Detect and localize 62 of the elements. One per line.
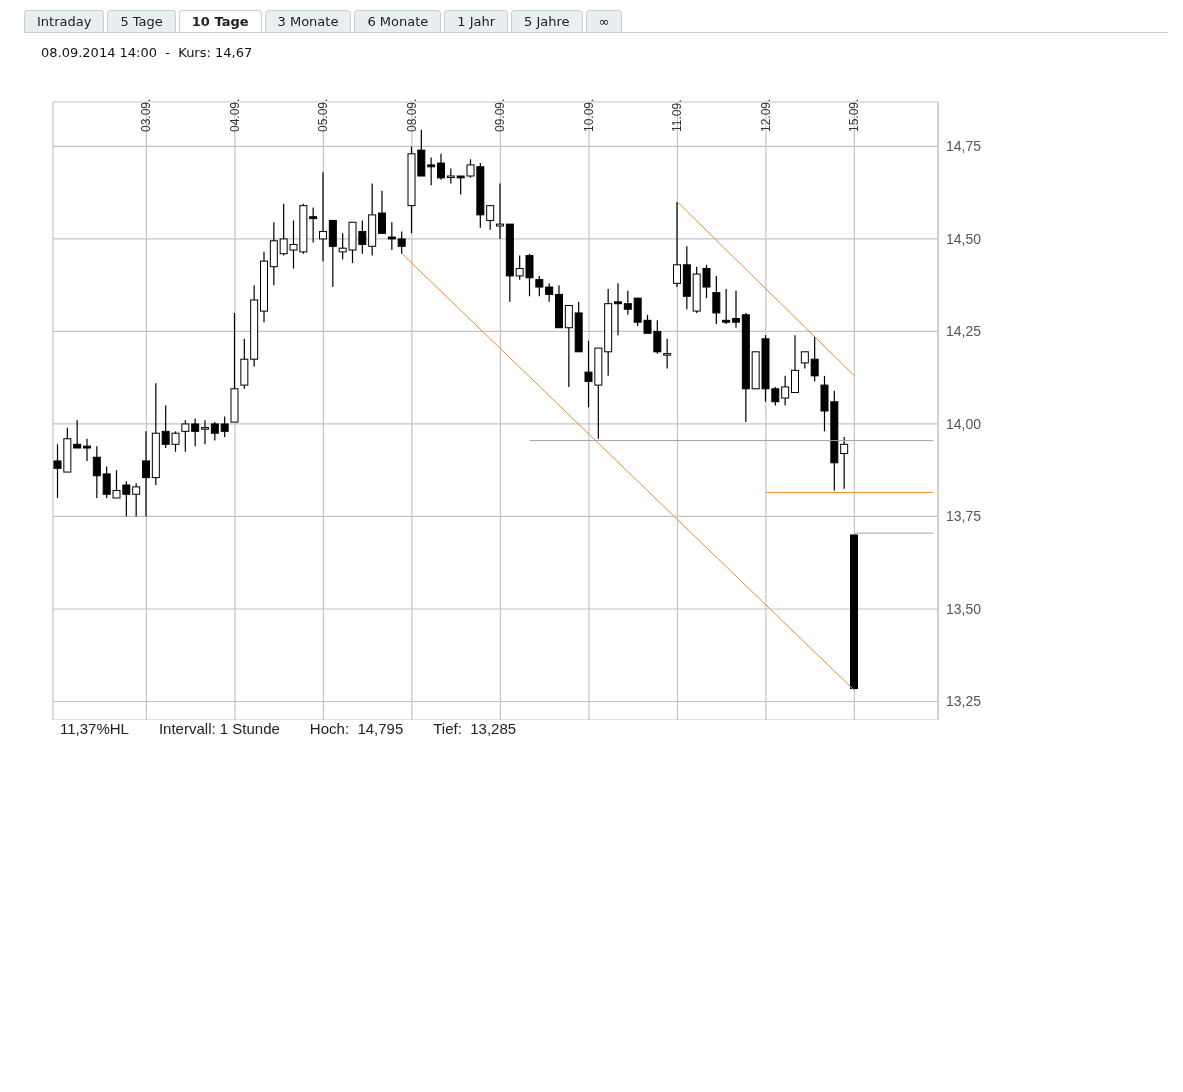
candlestick	[722, 288, 731, 325]
candlestick	[210, 421, 219, 442]
candlestick	[673, 201, 681, 288]
candlestick	[486, 205, 495, 231]
candlestick	[378, 190, 386, 234]
y-tick-label: 14,50	[946, 230, 982, 247]
text: Intraday	[24, 10, 105, 32]
chart-subtitle: 08.09.2014 14:00 - Kurs: 14,67	[41, 45, 254, 60]
y-tick-label: 13,25	[946, 693, 982, 710]
x-tick-label: 05.09.	[316, 98, 331, 132]
candlestick	[132, 482, 141, 518]
candlestick	[535, 275, 544, 297]
candlestick	[437, 153, 445, 181]
candlestick	[142, 430, 150, 518]
y-tick-label: 14,75	[946, 138, 982, 155]
candlestick	[319, 171, 327, 262]
candlestick	[663, 338, 672, 370]
text: 6 Monate	[354, 10, 442, 32]
candlestick	[791, 334, 799, 394]
x-tick-label: 10.09.	[581, 98, 596, 132]
y-tick-label: 14,25	[946, 323, 982, 340]
text: 3 Monate	[264, 10, 352, 32]
candlestick	[545, 282, 554, 303]
x-tick-label: 15.09.	[847, 98, 862, 132]
candlestick	[191, 417, 200, 447]
x-tick-label: 04.09.	[227, 98, 242, 132]
candlestick	[623, 290, 632, 316]
candlestick	[427, 156, 436, 186]
text: 10 Tage	[178, 10, 262, 32]
x-tick-label: 11.09.	[670, 99, 685, 132]
candlestick	[181, 419, 190, 453]
candlestick	[781, 375, 790, 407]
y-tick-label: 14,00	[946, 415, 982, 432]
candlestick	[92, 445, 101, 499]
candlestick	[564, 304, 573, 388]
candlestick	[397, 230, 406, 255]
text: 5 Jahre	[511, 10, 583, 32]
annotation: Intervall: 1 Stunde	[158, 720, 280, 737]
candlestick	[201, 419, 209, 445]
candlestick	[387, 221, 396, 251]
candlestick	[309, 206, 318, 244]
candlestick	[712, 275, 721, 325]
candlestick	[840, 436, 849, 490]
annotation: Tief: 13,285	[433, 720, 517, 737]
x-tick-label: 03.09.	[139, 98, 154, 132]
text: ∞	[585, 10, 623, 32]
candlestick	[73, 419, 82, 449]
y-tick-label: 13,75	[946, 508, 982, 525]
text: 5 Tage	[107, 10, 176, 32]
text: 1 Jahr	[444, 10, 509, 32]
candlestick	[732, 290, 740, 329]
candlestick	[220, 415, 229, 438]
candlestick	[83, 438, 91, 462]
candlestick	[810, 336, 819, 382]
candlestick	[614, 282, 622, 336]
y-tick-label: 13,50	[946, 600, 982, 617]
x-tick-label: 09.09.	[493, 98, 508, 132]
candlestick	[496, 182, 504, 240]
annotation: 11,37%HL	[60, 720, 129, 737]
x-tick-label: 12.09.	[758, 98, 773, 132]
annotation: Hoch: 14,795	[309, 720, 404, 737]
x-tick-label: 08.09.	[404, 98, 419, 132]
